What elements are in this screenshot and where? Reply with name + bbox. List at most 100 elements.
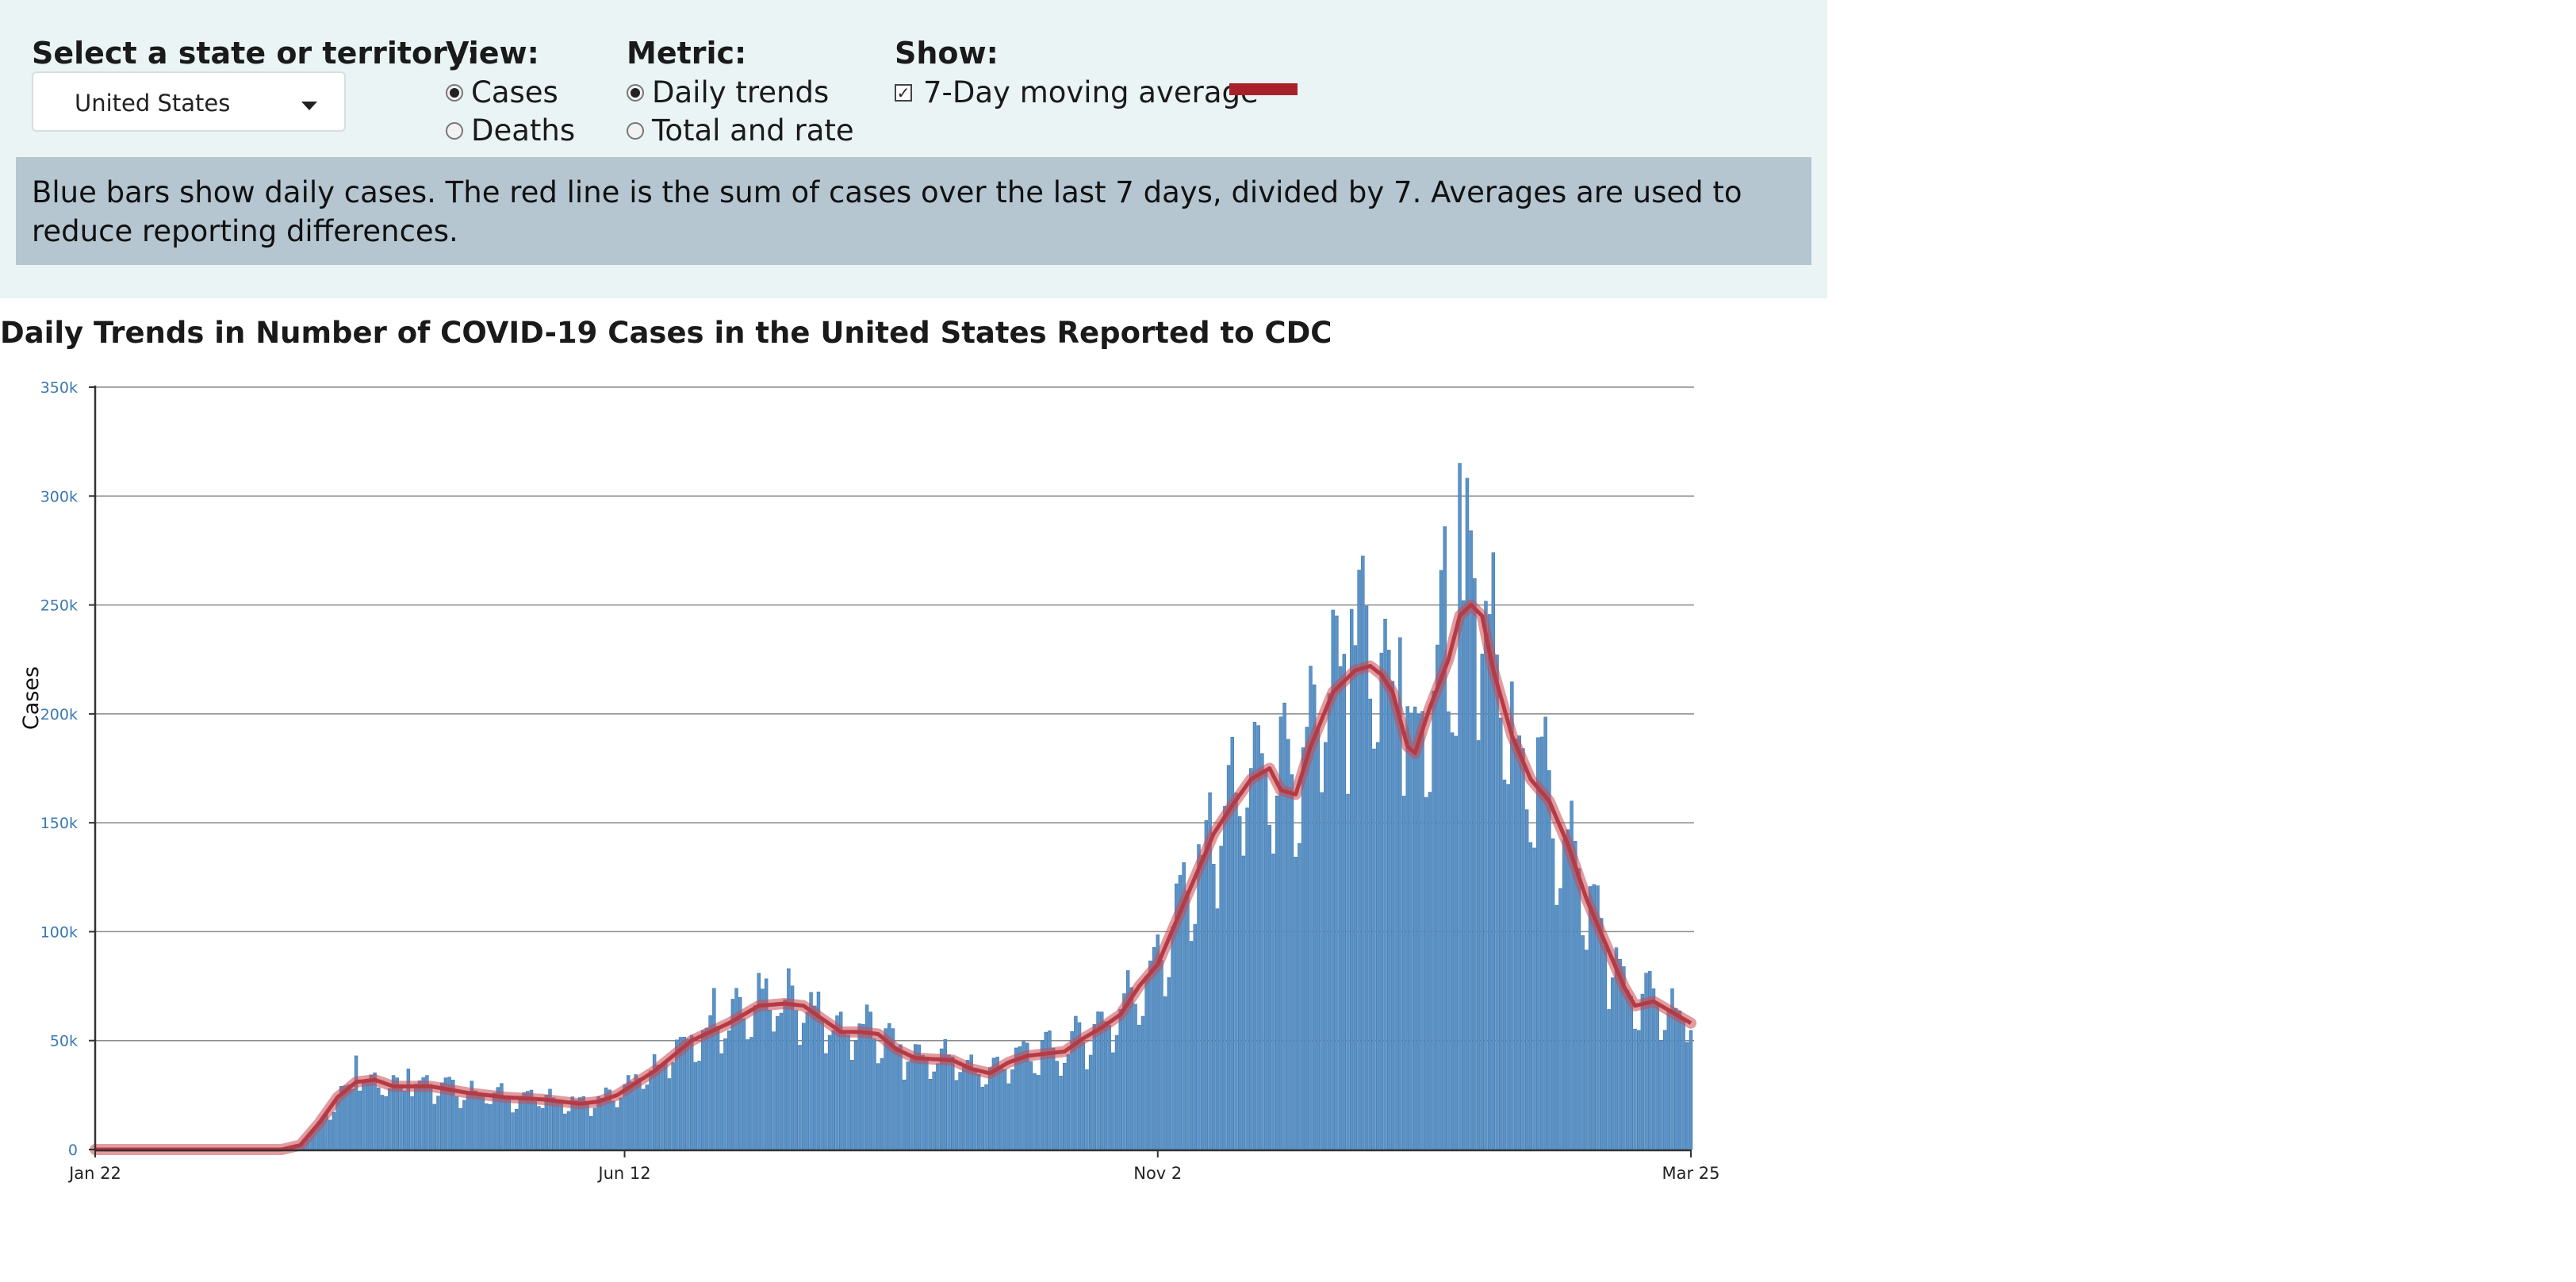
daily-bar[interactable] <box>656 1065 661 1150</box>
daily-bar[interactable] <box>641 1088 646 1150</box>
daily-bar[interactable] <box>1666 1008 1671 1150</box>
daily-bar[interactable] <box>1160 960 1163 1150</box>
daily-bar[interactable] <box>1107 1025 1111 1150</box>
daily-bar[interactable] <box>667 1078 672 1150</box>
daily-bar[interactable] <box>485 1103 489 1150</box>
daily-bar[interactable] <box>1260 753 1264 1150</box>
daily-bar[interactable] <box>1118 1008 1122 1150</box>
daily-bar[interactable] <box>857 1023 861 1150</box>
daily-bar[interactable] <box>1305 727 1309 1150</box>
daily-bar[interactable] <box>980 1087 985 1150</box>
daily-bar[interactable] <box>354 1055 358 1150</box>
daily-bar[interactable] <box>1186 890 1190 1150</box>
daily-bar[interactable] <box>351 1088 355 1150</box>
daily-bar[interactable] <box>947 1054 951 1150</box>
daily-bar[interactable] <box>566 1111 571 1150</box>
daily-bar[interactable] <box>1316 728 1321 1150</box>
daily-bar[interactable] <box>1364 605 1369 1150</box>
daily-bar[interactable] <box>719 1053 723 1150</box>
radio-selected-icon[interactable] <box>627 84 644 102</box>
daily-bar[interactable] <box>686 1038 690 1150</box>
daily-bar[interactable] <box>1029 1061 1033 1150</box>
daily-bar[interactable] <box>1447 711 1451 1150</box>
daily-bar[interactable] <box>1223 806 1227 1150</box>
daily-bar[interactable] <box>753 1005 757 1150</box>
daily-bar[interactable] <box>1424 796 1428 1150</box>
daily-bar[interactable] <box>1420 711 1424 1150</box>
daily-bar[interactable] <box>853 1040 858 1150</box>
daily-bar[interactable] <box>1599 918 1604 1150</box>
daily-bar[interactable] <box>820 1019 824 1150</box>
daily-bar[interactable] <box>1267 824 1272 1150</box>
daily-bar[interactable] <box>1037 1075 1041 1150</box>
daily-bar[interactable] <box>1163 996 1167 1150</box>
daily-bar[interactable] <box>1454 735 1459 1150</box>
radio-unselected-icon[interactable] <box>627 122 644 140</box>
daily-bar[interactable] <box>1558 888 1562 1150</box>
daily-bar[interactable] <box>776 1015 780 1150</box>
radio-selected-icon[interactable] <box>446 84 463 102</box>
daily-bar[interactable] <box>1532 847 1536 1150</box>
daily-bar[interactable] <box>1167 977 1171 1150</box>
daily-bar[interactable] <box>1484 601 1488 1150</box>
daily-bar[interactable] <box>1473 578 1477 1150</box>
view-option-cases[interactable]: Cases <box>446 75 558 111</box>
daily-bar[interactable] <box>861 1023 865 1150</box>
daily-bar[interactable] <box>649 1070 653 1150</box>
daily-bar[interactable] <box>1193 923 1198 1150</box>
daily-bar[interactable] <box>689 1034 694 1150</box>
daily-bar[interactable] <box>1443 526 1447 1150</box>
daily-bar[interactable] <box>805 1011 810 1150</box>
daily-bar[interactable] <box>1458 463 1462 1150</box>
daily-bar[interactable] <box>619 1097 623 1150</box>
daily-bar[interactable] <box>872 1038 876 1150</box>
daily-bar[interactable] <box>864 1004 869 1150</box>
daily-bar[interactable] <box>1677 1010 1682 1150</box>
daily-bar[interactable] <box>768 1010 772 1150</box>
daily-bar[interactable] <box>1263 772 1268 1150</box>
daily-bar[interactable] <box>1566 829 1570 1150</box>
daily-bar[interactable] <box>1603 945 1608 1150</box>
daily-bar[interactable] <box>1428 792 1432 1150</box>
daily-bar[interactable] <box>1368 698 1372 1150</box>
daily-bar[interactable] <box>489 1104 493 1150</box>
daily-bar[interactable] <box>1055 1061 1060 1150</box>
daily-bar[interactable] <box>1636 1030 1641 1150</box>
daily-bar[interactable] <box>1002 1069 1007 1150</box>
daily-bar[interactable] <box>846 1034 850 1150</box>
daily-bar[interactable] <box>1611 977 1615 1150</box>
daily-bar[interactable] <box>454 1096 459 1150</box>
daily-bar[interactable] <box>1521 748 1525 1150</box>
daily-bar[interactable] <box>899 1044 903 1150</box>
daily-bar[interactable] <box>611 1100 615 1150</box>
daily-bar[interactable] <box>987 1067 992 1150</box>
daily-bar[interactable] <box>365 1079 370 1150</box>
daily-bar[interactable] <box>1114 1034 1119 1150</box>
daily-bar[interactable] <box>1353 645 1358 1150</box>
daily-bar[interactable] <box>1144 975 1148 1150</box>
daily-bar[interactable] <box>1275 795 1279 1150</box>
daily-bar[interactable] <box>827 1034 832 1150</box>
daily-bar[interactable] <box>701 1030 705 1150</box>
daily-bar[interactable] <box>428 1084 433 1150</box>
daily-bar[interactable] <box>1215 908 1220 1150</box>
daily-bar[interactable] <box>358 1090 362 1150</box>
daily-bar[interactable] <box>1111 1052 1115 1150</box>
daily-bar[interactable] <box>1379 652 1384 1150</box>
daily-bar[interactable] <box>921 1054 925 1150</box>
daily-bar[interactable] <box>537 1106 541 1150</box>
daily-bar[interactable] <box>746 1039 749 1150</box>
daily-bar[interactable] <box>638 1077 642 1150</box>
daily-bar[interactable] <box>772 1031 776 1150</box>
daily-bar[interactable] <box>1290 774 1294 1150</box>
daily-bar[interactable] <box>1513 738 1518 1150</box>
daily-bar[interactable] <box>1506 784 1510 1150</box>
daily-bar[interactable] <box>1171 926 1175 1150</box>
daily-bar[interactable] <box>1092 1023 1097 1150</box>
daily-bar[interactable] <box>1673 1008 1678 1150</box>
daily-bar[interactable] <box>1502 779 1507 1150</box>
daily-bar[interactable] <box>540 1107 545 1150</box>
daily-bar[interactable] <box>377 1087 381 1150</box>
daily-bar[interactable] <box>1655 1004 1659 1150</box>
daily-bar[interactable] <box>1204 820 1209 1150</box>
